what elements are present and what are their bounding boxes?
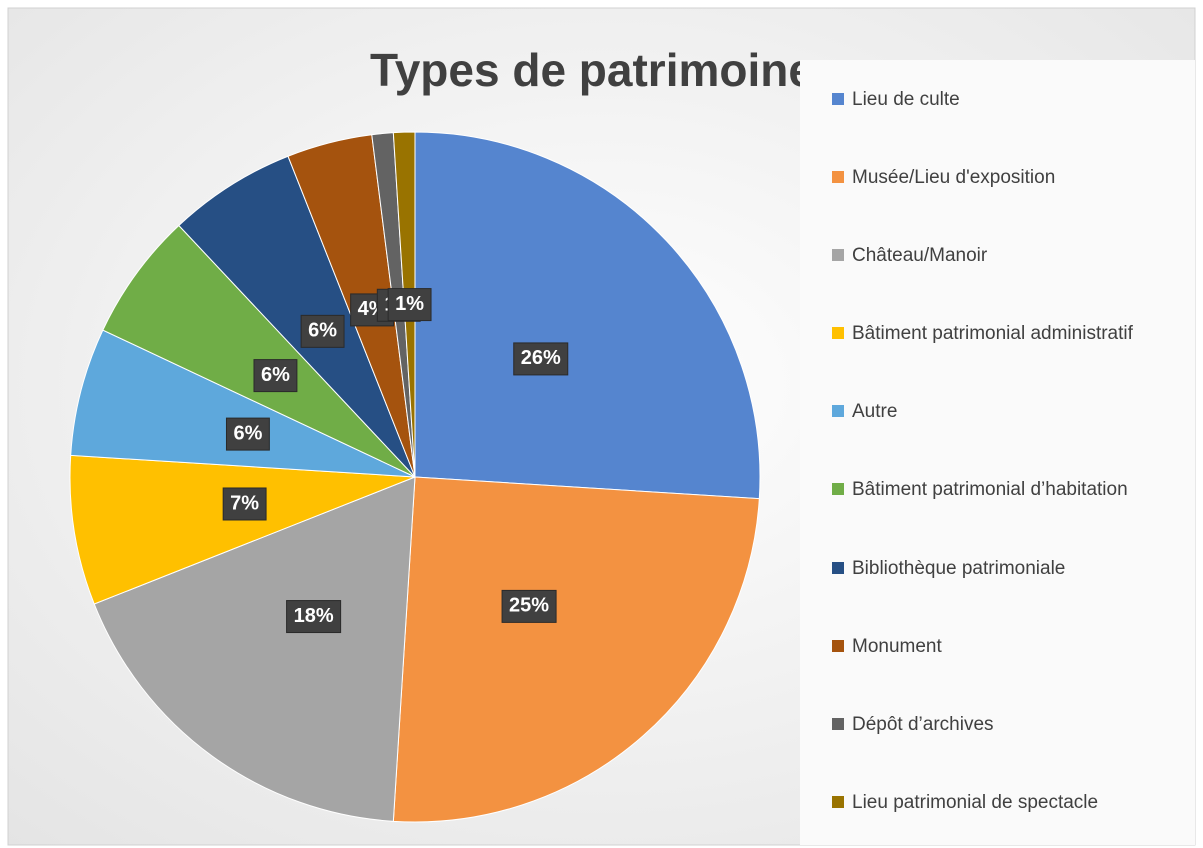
legend-label: Bâtiment patrimonial d’habitation: [852, 479, 1128, 500]
data-label-box: [387, 288, 432, 322]
data-label: 18%: [286, 600, 342, 634]
data-label-box: [501, 589, 557, 623]
chart-title: Types de patrimoine: [370, 44, 814, 96]
legend-label: Lieu patrimonial de spectacle: [852, 792, 1099, 813]
data-label-box: [286, 600, 342, 634]
legend-label: Lieu de culte: [852, 89, 960, 110]
data-label: 6%: [225, 417, 270, 451]
data-label-text: 25%: [509, 595, 549, 617]
data-label-text: 18%: [294, 605, 334, 627]
data-label-box: [253, 359, 298, 393]
legend-swatch: [832, 562, 844, 574]
data-label-box: [225, 417, 270, 451]
data-label-text: 6%: [308, 320, 337, 342]
pie-slice: [178, 155, 416, 478]
legend-swatch: [832, 249, 844, 261]
legend-label: Bâtiment patrimonial administratif: [852, 323, 1133, 344]
data-label: 7%: [222, 487, 267, 521]
data-label: 1%: [387, 288, 432, 322]
legend-swatch: [832, 405, 844, 417]
data-label-box: [513, 342, 569, 376]
pie-slice: [70, 329, 416, 478]
legend-swatch: [832, 483, 844, 495]
pie-slice: [69, 454, 416, 605]
legend-label: Bibliothèque patrimoniale: [852, 558, 1066, 579]
legend-swatch: [832, 718, 844, 730]
data-label: 6%: [253, 359, 298, 393]
legend-swatch: [832, 327, 844, 339]
data-label-text: 6%: [233, 422, 262, 444]
data-label-text: 1%: [395, 293, 424, 315]
data-label: 25%: [501, 589, 557, 623]
pie-slice: [102, 224, 416, 478]
data-label: 6%: [300, 314, 345, 348]
legend-swatch: [832, 93, 844, 105]
legend-label: Autre: [852, 401, 898, 422]
data-label-text: 26%: [521, 347, 561, 369]
data-label-text: 6%: [261, 364, 290, 386]
data-label-box: [300, 314, 345, 348]
pie-slice: [414, 131, 761, 500]
legend-label: Musée/Lieu d'exposition: [852, 167, 1056, 188]
pie-slice: [392, 476, 760, 823]
legend-label: Château/Manoir: [852, 245, 988, 266]
data-label-text: 7%: [230, 492, 259, 514]
legend-label: Dépôt d’archives: [852, 714, 994, 735]
legend-swatch: [832, 640, 844, 652]
legend-swatch: [832, 171, 844, 183]
legend: Lieu de culte Musée/Lieu d'exposition Chât…: [800, 60, 1195, 845]
data-label: 26%: [513, 342, 569, 376]
data-label-box: [222, 487, 267, 521]
pie-slice: [93, 476, 416, 822]
legend-swatch: [832, 796, 844, 808]
legend-label: Monument: [852, 636, 942, 657]
